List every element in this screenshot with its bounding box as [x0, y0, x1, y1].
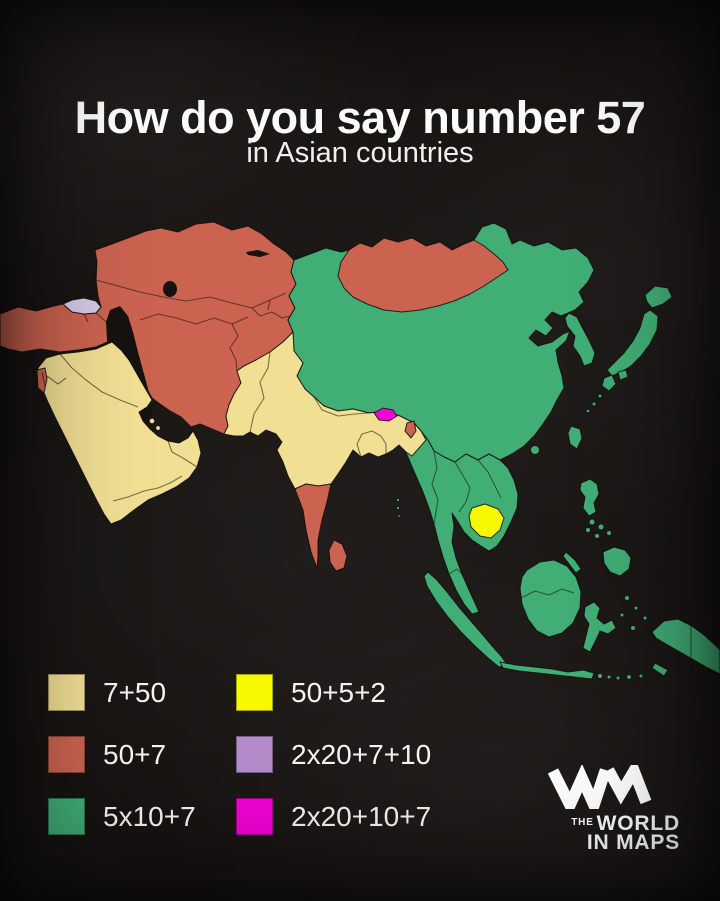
logo-line-1: THE WORLD: [540, 812, 680, 835]
region-visayas-island: [606, 530, 612, 536]
region-cambodia: [468, 503, 505, 539]
legend-item-2x20-7-10: 2x20+7+10: [236, 736, 431, 773]
legend: 7+50 50+7 5x10+7 50+5+2 2x20+7+10 2: [48, 674, 431, 835]
country-borders: [41, 279, 692, 668]
legend-item-2x20-10-7: 2x20+10+7: [236, 798, 431, 835]
region-sri-lanka: [328, 539, 348, 572]
region-hainan: [530, 445, 540, 455]
legend-swatch-green: [48, 798, 85, 835]
region-japan-shikoku: [617, 369, 629, 381]
region-andaman-island: [397, 514, 401, 518]
region-japan-honshu: [606, 309, 659, 377]
region-lesser-sunda: [638, 673, 644, 679]
logo-world: WORLD: [596, 812, 680, 835]
region-lebanon: [36, 367, 48, 394]
legend-label: 2x20+7+10: [291, 738, 432, 770]
region-taiwan: [567, 425, 583, 450]
legend-item-7-plus-50: 7+50: [48, 674, 200, 711]
legend-swatch-cream: [48, 674, 85, 711]
region-india-pakistan: [223, 331, 427, 490]
region-sulawesi: [582, 601, 617, 653]
region-japan-hokkaido: [644, 285, 673, 309]
legend-label: 7+50: [103, 676, 167, 708]
region-maluku-island: [619, 612, 625, 618]
region-java: [499, 661, 595, 680]
region-timor: [651, 662, 669, 677]
region-qatar: [155, 425, 161, 431]
page-title: How do you say number 57: [74, 92, 646, 144]
legend-swatch-yellow: [236, 674, 273, 711]
region-visayas-island: [594, 533, 600, 539]
asia-map: [0, 221, 720, 681]
region-maluku-island: [633, 605, 639, 611]
region-south-india: [294, 483, 332, 569]
legend-label: 2x20+10+7: [291, 800, 432, 832]
region-southeast-asia-mainland: [399, 422, 519, 615]
legend-label: 5x10+7: [103, 800, 196, 832]
region-lesser-sunda: [606, 674, 612, 680]
region-japan-kyushu: [601, 374, 617, 392]
legend-label: 50+5+2: [291, 676, 386, 708]
region-lesser-sunda: [615, 675, 621, 681]
aral-sea: [163, 281, 177, 297]
region-ryukyu-island: [597, 393, 603, 399]
world-in-maps-logo: THE WORLD IN MAPS: [540, 765, 680, 854]
region-maluku-island: [630, 625, 636, 631]
lake-balkhash: [246, 250, 270, 257]
legend-swatch-lavender: [236, 736, 273, 773]
region-lesser-sunda: [597, 673, 603, 679]
legend-item-5x10-plus-7: 5x10+7: [48, 798, 200, 835]
region-arabia-levant: [37, 341, 202, 525]
region-northeast-india-patch: [404, 420, 417, 439]
legend-item-50-5-2: 50+5+2: [236, 674, 431, 711]
region-korea: [564, 312, 596, 367]
region-ryukyu-island: [591, 401, 597, 407]
page-subtitle: in Asian countries: [246, 137, 474, 169]
logo-line-2: IN MAPS: [586, 831, 680, 854]
region-ryukyu-island: [585, 408, 591, 414]
legend-swatch-magenta: [236, 798, 273, 835]
region-borneo: [519, 559, 582, 638]
region-andaman-island: [395, 497, 401, 503]
region-mongolia: [337, 237, 509, 313]
region-maluku-island: [642, 615, 648, 621]
region-palawan: [562, 551, 582, 574]
region-visayas-island: [597, 523, 605, 531]
wm-logo-icon: [548, 765, 652, 809]
region-maluku-island: [624, 595, 630, 601]
region-visayas-island: [585, 527, 591, 533]
region-lesser-sunda: [626, 674, 632, 680]
logo-the: THE: [571, 817, 594, 828]
legend-item-50-plus-7: 50+7: [48, 736, 200, 773]
legend-swatch-red: [48, 736, 85, 773]
region-new-guinea: [651, 618, 720, 675]
legend-label: 50+7: [103, 738, 167, 770]
region-mindanao: [602, 546, 632, 577]
region-bhutan: [373, 407, 398, 422]
region-andaman-island: [395, 505, 401, 511]
legend-column-2: 50+5+2 2x20+7+10 2x20+10+7: [236, 674, 431, 835]
region-georgia: [62, 297, 102, 315]
region-visayas-island: [588, 518, 596, 526]
legend-column-1: 7+50 50+7 5x10+7: [48, 674, 200, 835]
logo-text: THE WORLD IN MAPS: [540, 812, 680, 854]
region-luzon: [579, 478, 600, 517]
region-bahrain: [148, 417, 156, 425]
